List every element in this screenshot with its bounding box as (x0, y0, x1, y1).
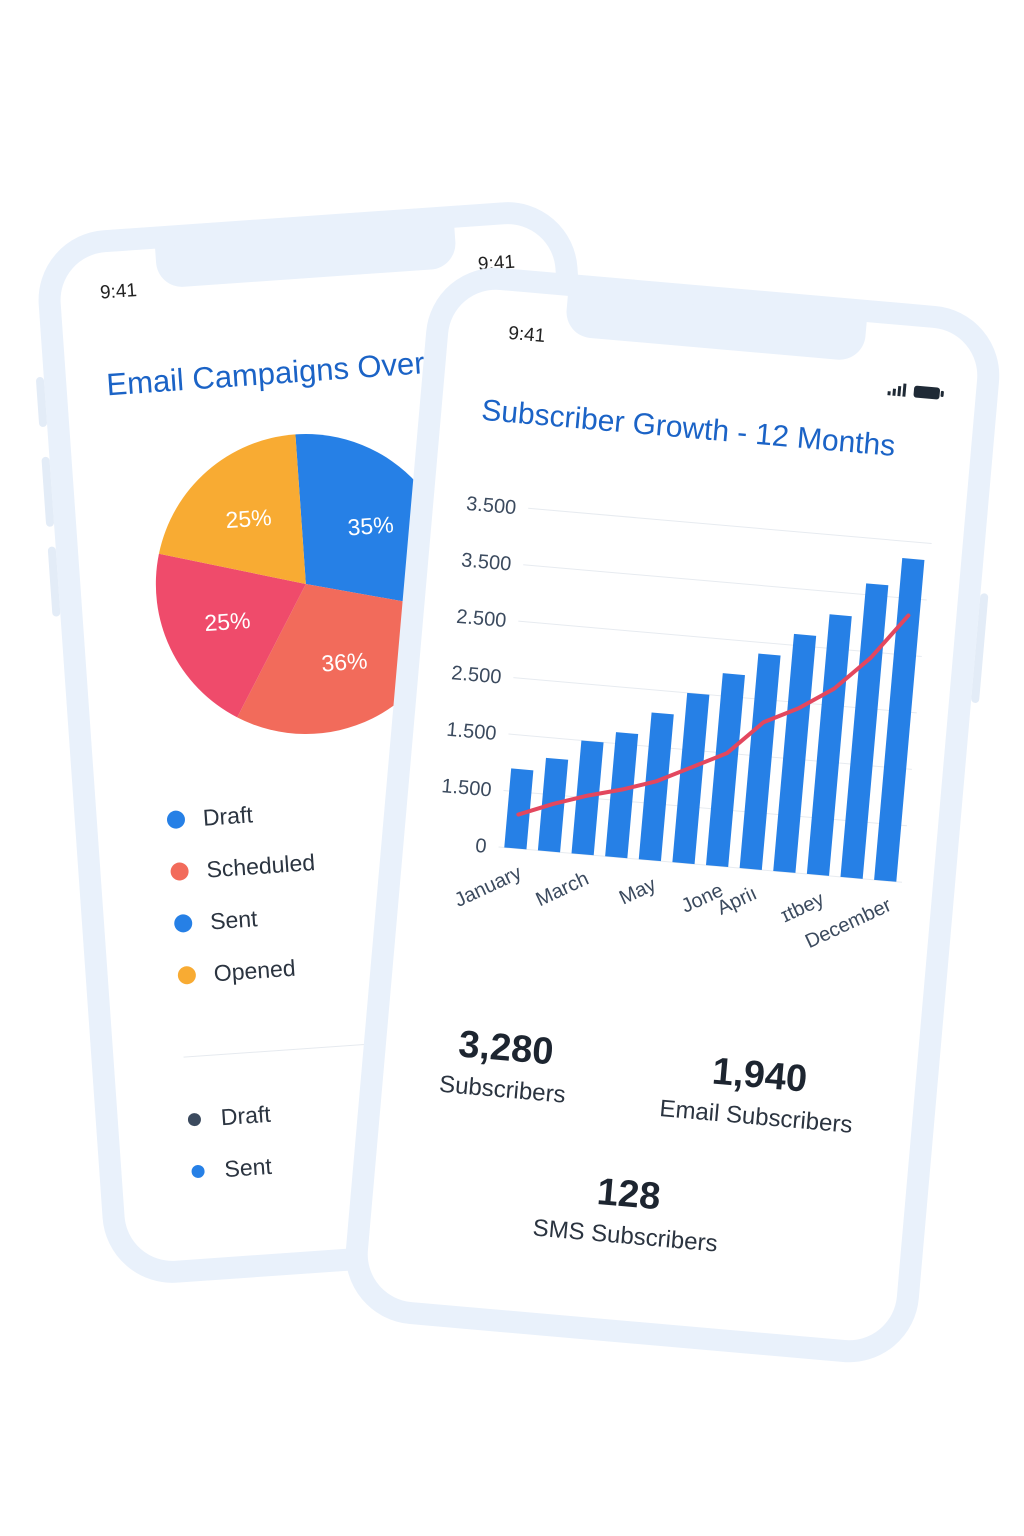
legend-dot-icon (166, 810, 186, 830)
grid-line (513, 677, 917, 714)
status-icons (887, 382, 941, 400)
side-button (47, 546, 61, 617)
pie-legend: Draft Scheduled Sent Opened (165, 784, 324, 1002)
grid-line (498, 846, 903, 883)
bar (739, 653, 781, 870)
status-time: 9:41 (507, 322, 547, 348)
y-tick-label: 2.500 (455, 606, 507, 632)
signal-icon (887, 382, 907, 397)
legend-label: Opened (212, 954, 297, 986)
bar (705, 673, 745, 868)
side-button (970, 593, 989, 704)
stat-subscribers: 3,280 Subscribers (412, 1021, 598, 1112)
legend-label: Scheduled (205, 848, 316, 883)
status-legend-item: Sent (190, 1140, 276, 1198)
legend-dot-icon (177, 965, 197, 985)
pie-slice-label: 35% (347, 511, 395, 540)
pie-slice-label: 25% (225, 504, 273, 533)
legend-label: Sent (223, 1152, 273, 1182)
grid-line (523, 564, 927, 601)
growth-title: Subscriber Growth - 12 Months (480, 393, 897, 463)
bar (571, 740, 604, 856)
x-tick-label: January (451, 862, 525, 912)
grid-line (518, 620, 922, 657)
bar (504, 768, 534, 850)
y-tick-label: 2.500 (450, 662, 502, 688)
phone-notch (154, 225, 458, 289)
bar (638, 712, 674, 862)
legend-label: Draft (219, 1100, 272, 1130)
status-legend: Draft Sent (186, 1088, 276, 1198)
bar (874, 558, 925, 882)
stat-email-subscribers: 1,940 Email Subscribers (615, 1043, 901, 1143)
phone-notch (563, 293, 867, 362)
y-tick-label: 1.500 (446, 719, 498, 745)
stat-sms-subscribers: 128 SMS Subscribers (504, 1164, 750, 1260)
phone-front: 9:41 Subscriber Growth - 12 Months 0 1.50… (339, 261, 1006, 1369)
y-tick-label: 0 (474, 835, 487, 858)
x-tick-label: May (616, 874, 660, 910)
bar (806, 614, 852, 876)
legend-label: Sent (209, 904, 259, 934)
bar (605, 732, 639, 859)
side-button (35, 376, 48, 428)
pie-slice (158, 434, 306, 584)
legend-dot-icon (187, 1112, 202, 1127)
grid-line (508, 733, 912, 770)
side-button (41, 456, 55, 527)
y-tick-label: 1.500 (441, 775, 493, 801)
legend-dot-icon (173, 913, 193, 933)
bar (672, 692, 710, 865)
pie-slice (155, 553, 306, 718)
y-tick-label: 3.500 (460, 549, 512, 575)
x-tick-label: ɪtbey (778, 888, 828, 927)
legend-dot-icon (191, 1164, 205, 1178)
bar (773, 633, 817, 873)
legend-label: Draft (201, 800, 254, 831)
y-tick-label: 3.500 (465, 493, 517, 519)
battery-icon (913, 385, 941, 400)
status-legend-item: Draft (186, 1088, 272, 1146)
legend-dot-icon (170, 861, 190, 882)
grid-line (503, 790, 907, 827)
stat-value: 3,280 (456, 1023, 556, 1074)
status-time: 9:41 (99, 280, 138, 304)
grid-line (528, 507, 932, 545)
bar (840, 583, 889, 879)
x-tick-label: March (533, 868, 593, 911)
pie-slice-label: 36% (321, 647, 369, 676)
trend-line (516, 613, 911, 817)
pie-legend-item: Opened (176, 940, 324, 1002)
pie-slice-label: 25% (204, 607, 252, 636)
